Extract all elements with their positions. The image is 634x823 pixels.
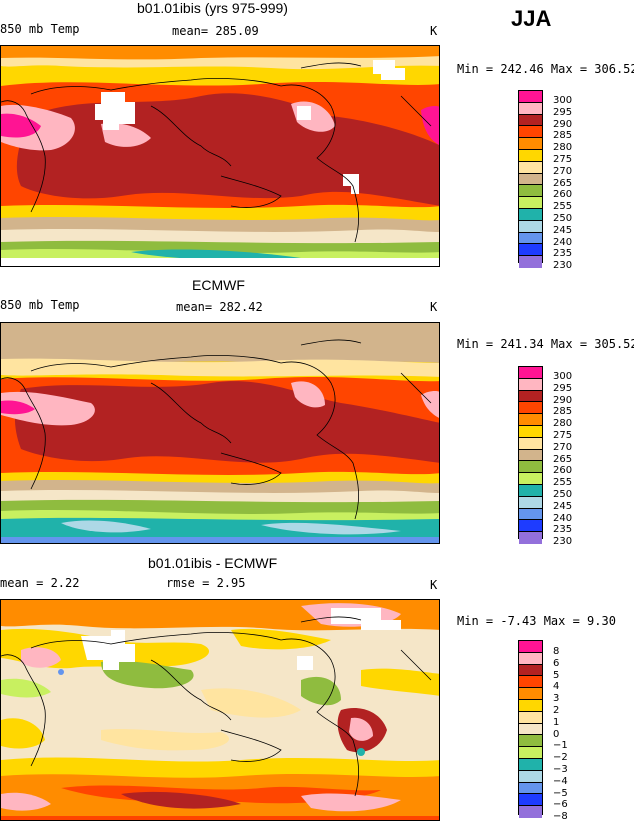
colorbar-tick: 260 — [553, 465, 573, 477]
colorbar-tick: 240 — [553, 512, 573, 524]
panel1-field-label: 850 mb Temp — [0, 22, 80, 36]
colorbar-tick: 295 — [553, 382, 573, 394]
colorbar-tick: 290 — [553, 394, 573, 406]
colorbar-tick: 285 — [553, 406, 573, 418]
colorbar-tick: 245 — [553, 224, 573, 236]
colorbar-tick: 0 — [553, 728, 560, 740]
panel2-field-label: 850 mb Temp — [0, 298, 80, 312]
panel3-units: K — [430, 578, 438, 592]
colorbar-tick: 300 — [553, 371, 573, 382]
colorbar-tick: 265 — [553, 177, 573, 189]
colorbar-tick: 295 — [553, 106, 573, 118]
panel2-minmax: Min = 241.34 Max = 305.52 — [457, 337, 634, 351]
colorbar-tick: 270 — [553, 165, 573, 177]
colorbar-tick: 4 — [553, 681, 560, 693]
colorbar-tick: 275 — [553, 429, 573, 441]
panel3-minmax: Min = -7.43 Max = 9.30 — [457, 614, 616, 628]
panel1-map — [0, 45, 440, 267]
colorbar-tick: −4 — [553, 775, 568, 787]
colorbar-tick: 1 — [553, 716, 560, 728]
colorbar-tick: 275 — [553, 153, 573, 165]
panel2-units: K — [430, 300, 438, 314]
panel3-title: b01.01ibis - ECMWF — [148, 555, 278, 571]
colorbar-tick: 290 — [553, 118, 573, 130]
panel1-mean-label: mean= 285.09 — [172, 24, 259, 38]
panel3-mean-label: mean = 2.22 — [0, 576, 80, 590]
colorbar-tick: 6 — [553, 657, 560, 669]
panel2-colorbar-labels: 300 295 290 285 280 275 270 265 260 255 … — [553, 371, 572, 548]
colorbar-tick: −1 — [553, 740, 568, 752]
panel1-units: K — [430, 24, 438, 38]
colorbar-tick: 250 — [553, 488, 573, 500]
panel3-rmse-label: rmse = 2.95 — [166, 576, 246, 590]
colorbar-tick: 235 — [553, 248, 573, 260]
colorbar-tick: 255 — [553, 201, 573, 213]
panel1-colorbar-labels: 300 295 290 285 280 275 270 265 260 255 … — [553, 95, 572, 272]
colorbar-tick: −3 — [553, 763, 568, 775]
panel1-title: b01.01ibis (yrs 975-999) — [137, 0, 288, 16]
colorbar-tick: 240 — [553, 236, 573, 248]
colorbar-tick: 235 — [553, 524, 573, 536]
colorbar-tick: 300 — [553, 95, 573, 106]
colorbar-tick: 245 — [553, 500, 573, 512]
panel2-colorbar — [518, 366, 543, 544]
colorbar-tick: 8 — [553, 646, 560, 657]
season-label: JJA — [511, 6, 552, 31]
panel2-title: ECMWF — [192, 277, 245, 293]
colorbar-tick: 2 — [553, 704, 560, 716]
colorbar-tick: 285 — [553, 130, 573, 142]
colorbar-tick: 265 — [553, 453, 573, 465]
colorbar-tick: 270 — [553, 441, 573, 453]
colorbar-tick: −8 — [553, 811, 568, 823]
colorbar-tick: 230 — [553, 536, 573, 548]
colorbar-tick: 230 — [553, 260, 573, 272]
panel1-minmax: Min = 242.46 Max = 306.52 — [457, 62, 634, 76]
panel3-map — [0, 599, 440, 821]
colorbar-tick: 280 — [553, 142, 573, 154]
panel3-colorbar — [518, 640, 543, 818]
colorbar-tick: 260 — [553, 189, 573, 201]
colorbar-tick: −5 — [553, 787, 568, 799]
colorbar-tick: −2 — [553, 752, 568, 764]
panel1-colorbar — [518, 90, 543, 268]
panel2-mean-label: mean= 282.42 — [176, 300, 263, 314]
panel3-colorbar-labels: 8 6 5 4 3 2 1 0 −1 −2 −3 −4 −5 −6 −8 — [553, 646, 568, 823]
colorbar-tick: −6 — [553, 799, 568, 811]
colorbar-tick: 255 — [553, 477, 573, 489]
colorbar-tick: 280 — [553, 418, 573, 430]
colorbar-tick: 250 — [553, 212, 573, 224]
colorbar-tick: 5 — [553, 669, 560, 681]
colorbar-tick: 3 — [553, 693, 560, 705]
panel2-map — [0, 322, 440, 544]
